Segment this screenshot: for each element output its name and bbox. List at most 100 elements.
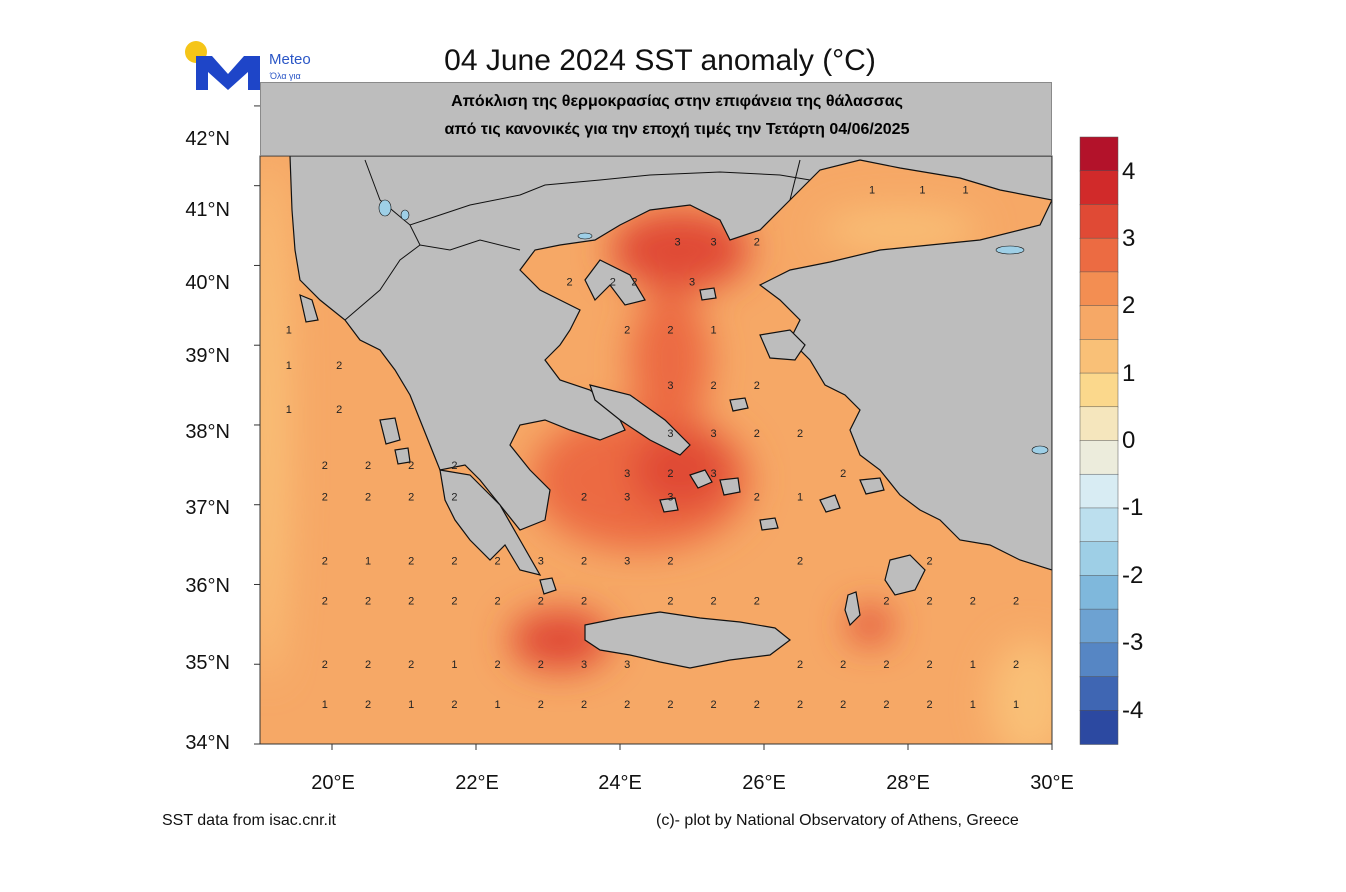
contour-label: 2 bbox=[336, 360, 342, 372]
colorbar-swatch bbox=[1079, 136, 1119, 172]
colorbar-label-0: 0 bbox=[1122, 427, 1136, 454]
contour-label: 2 bbox=[631, 276, 637, 288]
contour-label: 2 bbox=[1013, 659, 1019, 671]
contour-label: 2 bbox=[538, 699, 544, 711]
colorbar-swatch bbox=[1079, 339, 1119, 374]
lon-label-28: 28°E bbox=[886, 772, 930, 794]
colorbar-swatch bbox=[1079, 406, 1119, 442]
map-frame bbox=[259, 155, 1053, 745]
contour-label: 2 bbox=[365, 699, 371, 711]
contour-label: 2 bbox=[408, 595, 414, 607]
lat-label-34: 34°N bbox=[185, 732, 230, 754]
contour-label: 2 bbox=[1013, 595, 1019, 607]
contour-label: 1 bbox=[408, 699, 414, 711]
contour-label: 2 bbox=[840, 468, 846, 480]
lat-label-41: 41°N bbox=[185, 199, 230, 221]
contour-label: 3 bbox=[624, 468, 630, 480]
lon-label-24: 24°E bbox=[598, 772, 642, 794]
colorbar-swatch bbox=[1079, 305, 1119, 341]
lat-label-35: 35°N bbox=[185, 652, 230, 674]
contour-label: 2 bbox=[567, 276, 573, 288]
colorbar-label-1: 1 bbox=[1122, 360, 1136, 387]
logo-name: Meteo bbox=[269, 51, 311, 68]
contour-label: 2 bbox=[495, 659, 501, 671]
contour-labels: 1 1 2 1 2 2 2 2 2 2 2 2 2 2 1 2 2 2 3 2 2 2 2 2 2 2 2 2 2 1 2 2 3 3 1 2 1 2 1 2… bbox=[286, 185, 1019, 711]
island bbox=[689, 469, 713, 489]
island bbox=[819, 494, 841, 513]
contour-label: 2 bbox=[883, 595, 889, 607]
contour-label: 3 bbox=[624, 556, 630, 568]
island bbox=[759, 517, 779, 531]
contour-label: 2 bbox=[451, 595, 457, 607]
colorbar-swatch bbox=[1079, 473, 1119, 509]
contour-label: 2 bbox=[322, 460, 328, 472]
contour-label: 2 bbox=[538, 595, 544, 607]
contour-label: 2 bbox=[451, 556, 457, 568]
contour-label: 2 bbox=[797, 556, 803, 568]
contour-label: 3 bbox=[538, 556, 544, 568]
colorbar-swatch bbox=[1079, 541, 1119, 577]
colorbar-swatch bbox=[1079, 204, 1119, 239]
island bbox=[699, 287, 717, 301]
colorbar-swatch bbox=[1079, 170, 1119, 206]
colorbar-swatch bbox=[1079, 676, 1119, 712]
lon-label-30: 30°E bbox=[1030, 772, 1074, 794]
contour-label: 3 bbox=[675, 237, 681, 249]
contour-label: 2 bbox=[322, 595, 328, 607]
colorbar-swatch bbox=[1079, 507, 1119, 543]
contour-label: 2 bbox=[365, 460, 371, 472]
contour-label: 3 bbox=[689, 276, 695, 288]
contour-label: 2 bbox=[927, 659, 933, 671]
contour-label: 1 bbox=[970, 699, 976, 711]
contour-label: 2 bbox=[408, 556, 414, 568]
contour-label: 2 bbox=[581, 699, 587, 711]
kythira bbox=[539, 577, 557, 595]
island bbox=[729, 397, 749, 412]
lat-label-42: 42°N bbox=[185, 128, 230, 150]
contour-label: 2 bbox=[322, 556, 328, 568]
colorbar-swatch bbox=[1079, 440, 1119, 475]
contour-label: 1 bbox=[286, 404, 292, 416]
contour-label: 1 bbox=[869, 185, 875, 197]
lat-label-38: 38°N bbox=[185, 421, 230, 443]
peloponnese bbox=[439, 469, 542, 576]
lesvos bbox=[759, 329, 806, 361]
contour-label: 1 bbox=[322, 699, 328, 711]
country-borders bbox=[344, 159, 811, 321]
contour-label: 2 bbox=[840, 699, 846, 711]
karpathos bbox=[844, 591, 861, 627]
contour-label: 2 bbox=[970, 595, 976, 607]
colorbar-swatch bbox=[1079, 608, 1119, 644]
contour-label: 2 bbox=[538, 659, 544, 671]
contour-label: 2 bbox=[581, 556, 587, 568]
contour-label: 2 bbox=[667, 556, 673, 568]
contour-label: 2 bbox=[883, 699, 889, 711]
contour-label: 2 bbox=[797, 659, 803, 671]
contour-label: 3 bbox=[624, 659, 630, 671]
banner-line-1: Απόκλιση της θερμοκρασίας στην επιφάνεια… bbox=[451, 93, 903, 110]
contour-label: 2 bbox=[451, 460, 457, 472]
lon-label-20: 20°E bbox=[311, 772, 355, 794]
contour-label: 2 bbox=[495, 556, 501, 568]
crete bbox=[584, 611, 791, 669]
colorbar-label-neg1: -1 bbox=[1122, 494, 1144, 521]
contour-label: 1 bbox=[797, 492, 803, 504]
evia bbox=[589, 384, 691, 456]
colorbar-label-neg3: -3 bbox=[1122, 629, 1144, 656]
contour-label: 2 bbox=[754, 237, 760, 249]
colorbar bbox=[1079, 136, 1119, 745]
greek-subtitle-banner: Απόκλιση της θερμοκρασίας στην επιφάνεια… bbox=[260, 82, 1052, 156]
contour-label: 3 bbox=[711, 428, 717, 440]
contour-label: 2 bbox=[365, 492, 371, 504]
kefalonia bbox=[379, 417, 401, 445]
colorbar-label-neg2: -2 bbox=[1122, 562, 1144, 589]
chalkidiki bbox=[584, 259, 646, 306]
contour-label: 2 bbox=[840, 659, 846, 671]
contour-label: 2 bbox=[711, 595, 717, 607]
colorbar-swatch bbox=[1079, 575, 1119, 610]
axis-ticks bbox=[254, 105, 1053, 750]
contour-label: 2 bbox=[408, 492, 414, 504]
contour-label: 2 bbox=[797, 699, 803, 711]
data-source: SST data from isac.cnr.it bbox=[162, 812, 336, 829]
